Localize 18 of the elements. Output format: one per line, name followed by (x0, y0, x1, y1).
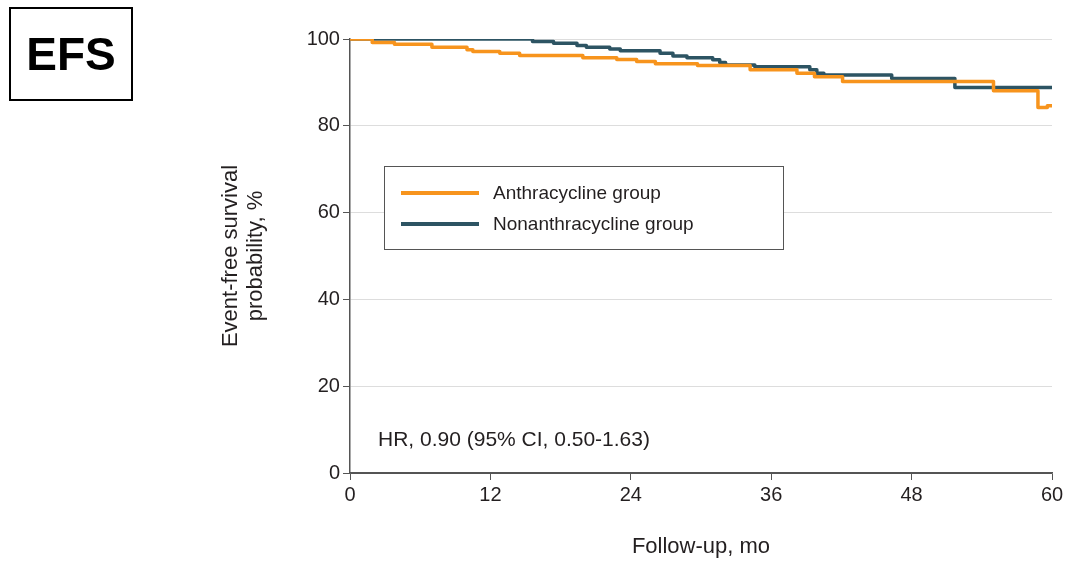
y-axis-title: Event-free survival probability, % (216, 164, 268, 348)
y-tick-label: 60 (317, 200, 340, 223)
x-axis-title: Follow-up, mo (631, 532, 771, 558)
y-tick-label: 0 (328, 460, 340, 483)
x-tick-label: 24 (619, 482, 642, 505)
x-tick-label: 60 (1040, 482, 1064, 505)
x-tick-label: 12 (479, 482, 502, 505)
x-tick-label: 36 (760, 482, 783, 505)
y-tick-label: 80 (317, 113, 340, 136)
annotation: HR, 0.90 (95% CI, 0.50-1.63) (378, 427, 650, 451)
x-tick-label: 48 (900, 482, 923, 505)
y-tick-label: 20 (317, 373, 340, 396)
legend-label: Anthracycline group (493, 181, 661, 204)
x-tick-label: 0 (344, 482, 356, 505)
y-tick-label: 40 (317, 286, 340, 309)
y-tick-label: 100 (306, 26, 340, 49)
chart-title: EFS (9, 7, 133, 101)
legend-label: Nonanthracycline group (493, 212, 694, 235)
